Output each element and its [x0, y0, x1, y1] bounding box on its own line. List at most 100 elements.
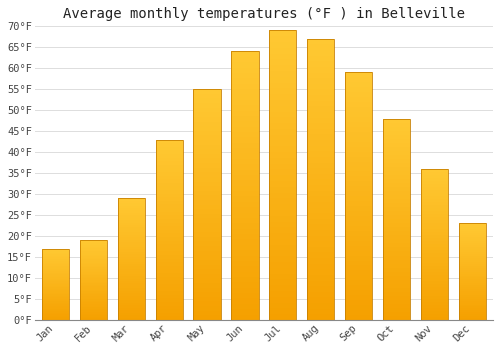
- Bar: [232, 304, 258, 309]
- Bar: [80, 296, 107, 297]
- Bar: [232, 256, 258, 261]
- Bar: [118, 225, 145, 228]
- Bar: [383, 203, 410, 207]
- Bar: [156, 154, 183, 158]
- Bar: [307, 219, 334, 224]
- Bar: [232, 315, 258, 320]
- Bar: [80, 315, 107, 317]
- Bar: [307, 56, 334, 61]
- Bar: [118, 247, 145, 250]
- Bar: [42, 310, 69, 312]
- Bar: [420, 247, 448, 251]
- Bar: [269, 239, 296, 245]
- Bar: [42, 317, 69, 318]
- Bar: [194, 195, 220, 200]
- Bar: [383, 199, 410, 203]
- Bar: [307, 118, 334, 123]
- Bar: [42, 316, 69, 317]
- Bar: [194, 205, 220, 209]
- Bar: [269, 251, 296, 256]
- Bar: [345, 107, 372, 112]
- Bar: [156, 176, 183, 179]
- Bar: [232, 111, 258, 116]
- Bar: [458, 299, 486, 301]
- Bar: [307, 224, 334, 230]
- Bar: [383, 268, 410, 272]
- Bar: [156, 215, 183, 219]
- Bar: [118, 286, 145, 288]
- Bar: [118, 235, 145, 237]
- Bar: [80, 245, 107, 247]
- Bar: [80, 279, 107, 280]
- Bar: [458, 281, 486, 283]
- Bar: [345, 280, 372, 285]
- Bar: [383, 276, 410, 280]
- Bar: [232, 84, 258, 89]
- Bar: [232, 51, 258, 320]
- Bar: [194, 172, 220, 177]
- Bar: [232, 245, 258, 250]
- Bar: [118, 308, 145, 310]
- Bar: [118, 284, 145, 286]
- Bar: [232, 164, 258, 170]
- Bar: [269, 42, 296, 48]
- Bar: [345, 211, 372, 216]
- Bar: [42, 256, 69, 257]
- Bar: [232, 202, 258, 207]
- Bar: [156, 212, 183, 215]
- Bar: [420, 232, 448, 235]
- Bar: [194, 140, 220, 145]
- Bar: [307, 72, 334, 78]
- Bar: [458, 247, 486, 248]
- Bar: [269, 268, 296, 274]
- Bar: [269, 112, 296, 117]
- Bar: [156, 165, 183, 168]
- Bar: [42, 287, 69, 288]
- Bar: [345, 236, 372, 241]
- Bar: [80, 242, 107, 244]
- Bar: [458, 307, 486, 308]
- Bar: [232, 282, 258, 288]
- Bar: [232, 94, 258, 100]
- Bar: [307, 298, 334, 303]
- Bar: [118, 298, 145, 301]
- Bar: [345, 117, 372, 122]
- Bar: [42, 248, 69, 320]
- Bar: [42, 259, 69, 260]
- Bar: [420, 251, 448, 253]
- Bar: [42, 304, 69, 306]
- Bar: [345, 92, 372, 97]
- Bar: [269, 77, 296, 83]
- Bar: [307, 157, 334, 162]
- Bar: [156, 140, 183, 320]
- Bar: [156, 316, 183, 320]
- Bar: [42, 257, 69, 259]
- Bar: [118, 291, 145, 293]
- Bar: [307, 168, 334, 174]
- Bar: [194, 283, 220, 288]
- Bar: [383, 179, 410, 183]
- Bar: [232, 266, 258, 272]
- Bar: [194, 159, 220, 163]
- Bar: [156, 306, 183, 309]
- Bar: [269, 30, 296, 36]
- Bar: [194, 103, 220, 108]
- Bar: [458, 262, 486, 264]
- Bar: [80, 283, 107, 285]
- Bar: [383, 284, 410, 288]
- Bar: [194, 149, 220, 154]
- Bar: [42, 290, 69, 292]
- Bar: [269, 88, 296, 94]
- Bar: [194, 154, 220, 159]
- Bar: [458, 279, 486, 281]
- Bar: [383, 139, 410, 143]
- Bar: [42, 263, 69, 264]
- Bar: [458, 316, 486, 318]
- Bar: [156, 291, 183, 295]
- Bar: [345, 137, 372, 142]
- Bar: [420, 208, 448, 211]
- Bar: [269, 71, 296, 77]
- Bar: [42, 283, 69, 284]
- Bar: [307, 78, 334, 84]
- Bar: [80, 251, 107, 253]
